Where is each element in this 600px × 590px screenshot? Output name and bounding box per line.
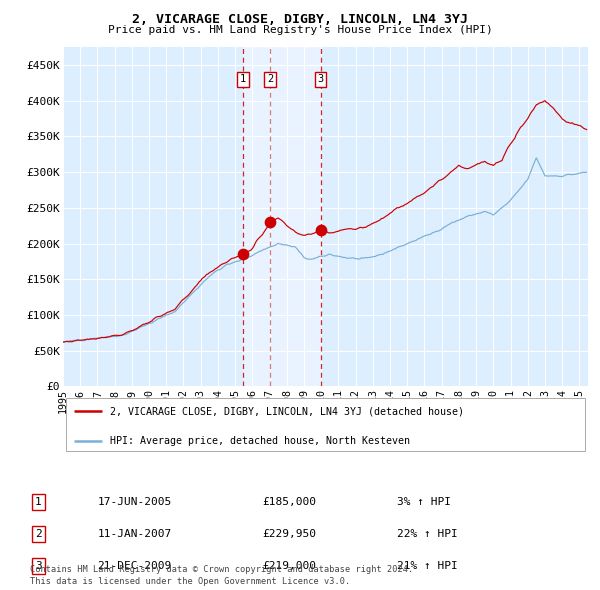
Text: 21-DEC-2009: 21-DEC-2009: [97, 561, 172, 571]
Bar: [243, 47, 320, 386]
FancyBboxPatch shape: [65, 398, 586, 451]
Text: 11-JAN-2007: 11-JAN-2007: [97, 529, 172, 539]
Text: Contains HM Land Registry data © Crown copyright and database right 2024.: Contains HM Land Registry data © Crown c…: [30, 565, 413, 574]
Text: 3: 3: [35, 561, 42, 571]
Text: 1: 1: [240, 74, 246, 84]
Text: 1: 1: [35, 497, 42, 507]
Text: £229,950: £229,950: [262, 529, 316, 539]
Text: 2, VICARAGE CLOSE, DIGBY, LINCOLN, LN4 3YJ: 2, VICARAGE CLOSE, DIGBY, LINCOLN, LN4 3…: [132, 13, 468, 26]
Text: 2, VICARAGE CLOSE, DIGBY, LINCOLN, LN4 3YJ (detached house): 2, VICARAGE CLOSE, DIGBY, LINCOLN, LN4 3…: [110, 407, 464, 416]
Text: 17-JUN-2005: 17-JUN-2005: [97, 497, 172, 507]
Text: 2: 2: [267, 74, 273, 84]
Text: £185,000: £185,000: [262, 497, 316, 507]
Point: [316, 225, 325, 235]
Text: 21% ↑ HPI: 21% ↑ HPI: [397, 561, 458, 571]
Text: 3: 3: [317, 74, 324, 84]
Text: 3% ↑ HPI: 3% ↑ HPI: [397, 497, 451, 507]
Text: 2: 2: [35, 529, 42, 539]
Text: 22% ↑ HPI: 22% ↑ HPI: [397, 529, 458, 539]
Text: HPI: Average price, detached house, North Kesteven: HPI: Average price, detached house, Nort…: [110, 436, 410, 445]
Point: [265, 218, 275, 227]
Point: [238, 250, 248, 259]
Text: Price paid vs. HM Land Registry's House Price Index (HPI): Price paid vs. HM Land Registry's House …: [107, 25, 493, 35]
Text: This data is licensed under the Open Government Licence v3.0.: This data is licensed under the Open Gov…: [30, 577, 350, 586]
Text: £219,000: £219,000: [262, 561, 316, 571]
